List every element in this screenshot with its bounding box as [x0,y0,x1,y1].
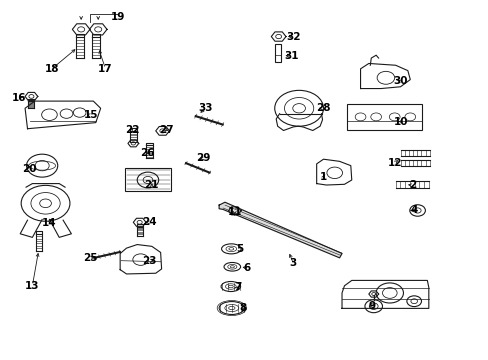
Bar [125,168,171,192]
Text: 1: 1 [319,172,326,182]
Text: 25: 25 [82,253,97,263]
Text: 6: 6 [243,263,250,273]
Text: 12: 12 [386,158,401,168]
Text: 31: 31 [284,51,299,61]
Text: 7: 7 [234,282,242,292]
Text: 2: 2 [408,180,415,190]
Text: 19: 19 [110,12,124,22]
Text: 17: 17 [98,64,113,74]
Bar [274,44,281,62]
Text: 32: 32 [285,32,300,41]
Text: 28: 28 [316,103,330,113]
Text: 3: 3 [289,258,296,268]
Text: 26: 26 [140,148,154,158]
Text: 20: 20 [21,164,36,174]
Polygon shape [219,202,341,258]
Bar [346,104,422,130]
Text: 23: 23 [142,256,156,266]
Text: 27: 27 [159,125,173,135]
Text: 22: 22 [125,125,139,135]
Text: 16: 16 [12,93,26,103]
Text: 4: 4 [409,206,417,216]
Text: 33: 33 [198,103,212,113]
Text: 30: 30 [392,76,407,86]
Text: 5: 5 [236,244,243,254]
Text: 10: 10 [393,117,408,127]
Text: 14: 14 [42,218,57,228]
Text: 9: 9 [368,301,375,311]
Text: 29: 29 [196,153,210,163]
Text: 11: 11 [227,207,242,217]
Text: 8: 8 [239,303,246,314]
Text: 18: 18 [44,64,59,74]
Text: 13: 13 [25,281,40,291]
Text: 15: 15 [83,111,98,121]
Text: 21: 21 [144,180,159,190]
Text: 24: 24 [142,217,157,227]
